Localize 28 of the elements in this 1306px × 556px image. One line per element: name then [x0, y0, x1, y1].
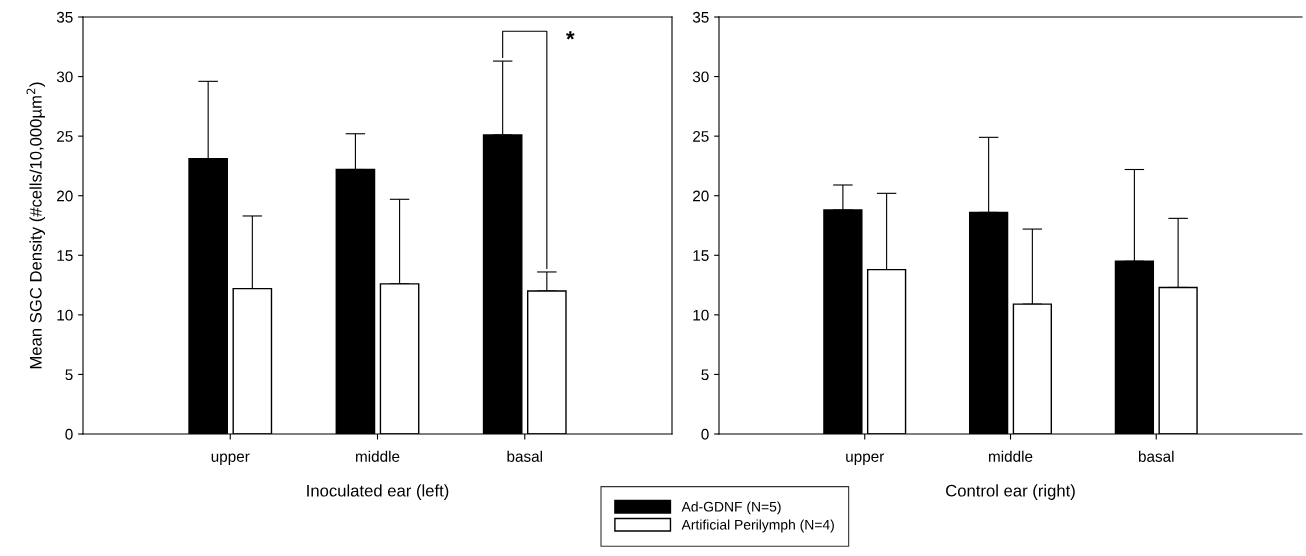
- y-tick-label: 10: [57, 309, 73, 321]
- x-tick-label: upper: [846, 453, 885, 465]
- x-tick-label: basal: [1138, 450, 1174, 462]
- y-tick-label: 35: [692, 11, 709, 23]
- y-tick-label: 35: [56, 11, 73, 23]
- x-tick-label: basal: [507, 450, 542, 462]
- y-tick-label: 10: [693, 309, 709, 321]
- y-tick-label: 0: [701, 428, 709, 440]
- x-axis-title: Inoculated ear (left): [307, 484, 449, 500]
- legend-label: Artificial Perilymph (N=4): [681, 519, 834, 533]
- y-tick-label: 20: [693, 190, 709, 202]
- y-tick-label: 20: [57, 190, 73, 202]
- x-axis-title: Control ear (right): [946, 484, 1075, 500]
- y-tick-label: 25: [57, 131, 73, 142]
- y-tick-label: 25: [693, 131, 709, 142]
- y-axis-title: Mean SGC Density (#cells/10,000µm$^{2}$): [26, 82, 46, 369]
- annotation: *: [566, 31, 575, 40]
- y-tick-label: 5: [65, 369, 73, 381]
- y-tick-label: 5: [701, 369, 709, 381]
- legend-label: Ad-GDNF (N=5): [681, 501, 781, 515]
- x-tick-label: middle: [356, 450, 400, 462]
- y-tick-label: 30: [692, 71, 709, 83]
- y-tick-label: 0: [65, 428, 73, 440]
- y-tick-label: 30: [56, 71, 73, 83]
- y-tick-label: 15: [693, 250, 709, 261]
- x-tick-label: upper: [211, 453, 250, 465]
- y-tick-label: 15: [57, 250, 73, 261]
- x-tick-label: middle: [989, 450, 1033, 462]
